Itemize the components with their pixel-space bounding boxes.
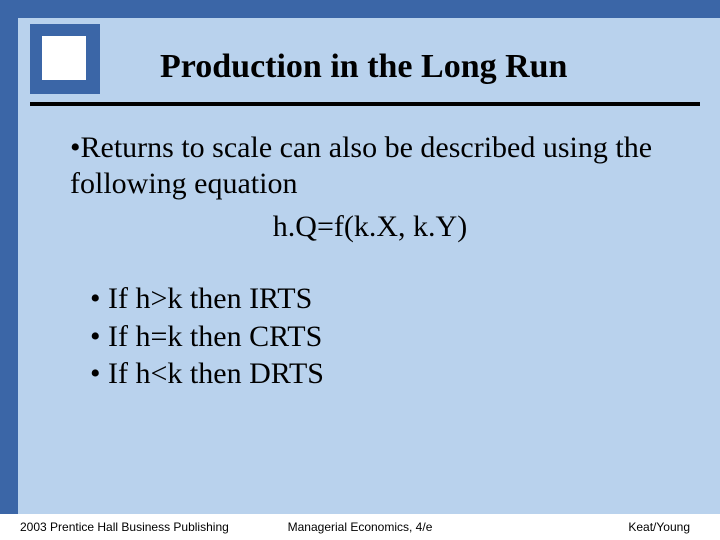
intro-paragraph: •Returns to scale can also be described … (70, 130, 670, 202)
intro-text: Returns to scale can also be described u… (70, 131, 652, 200)
list-item: • If h>k then IRTS (90, 280, 670, 318)
condition-text: If h>k then IRTS (108, 282, 312, 315)
title-underline (30, 102, 700, 106)
conditions-list: • If h>k then IRTS • If h=k then CRTS • … (70, 280, 670, 393)
bullet-icon: • (70, 131, 81, 164)
footer-center: Managerial Economics, 4/e (0, 520, 720, 534)
slide-title: Production in the Long Run (160, 48, 567, 86)
logo-inner (42, 36, 86, 80)
equation-text: h.Q=f(k.X, k.Y) (70, 210, 670, 244)
condition-text: If h<k then DRTS (108, 357, 324, 390)
list-item: • If h=k then CRTS (90, 318, 670, 356)
slide: Production in the Long Run •Returns to s… (0, 0, 720, 540)
footer-right: Keat/Young (628, 520, 690, 534)
footer: 2003 Prentice Hall Business Publishing M… (0, 514, 720, 540)
list-item: • If h<k then DRTS (90, 355, 670, 393)
slide-content: •Returns to scale can also be described … (70, 130, 670, 393)
top-band (0, 0, 720, 18)
left-band (0, 0, 18, 540)
condition-text: If h=k then CRTS (108, 320, 322, 353)
